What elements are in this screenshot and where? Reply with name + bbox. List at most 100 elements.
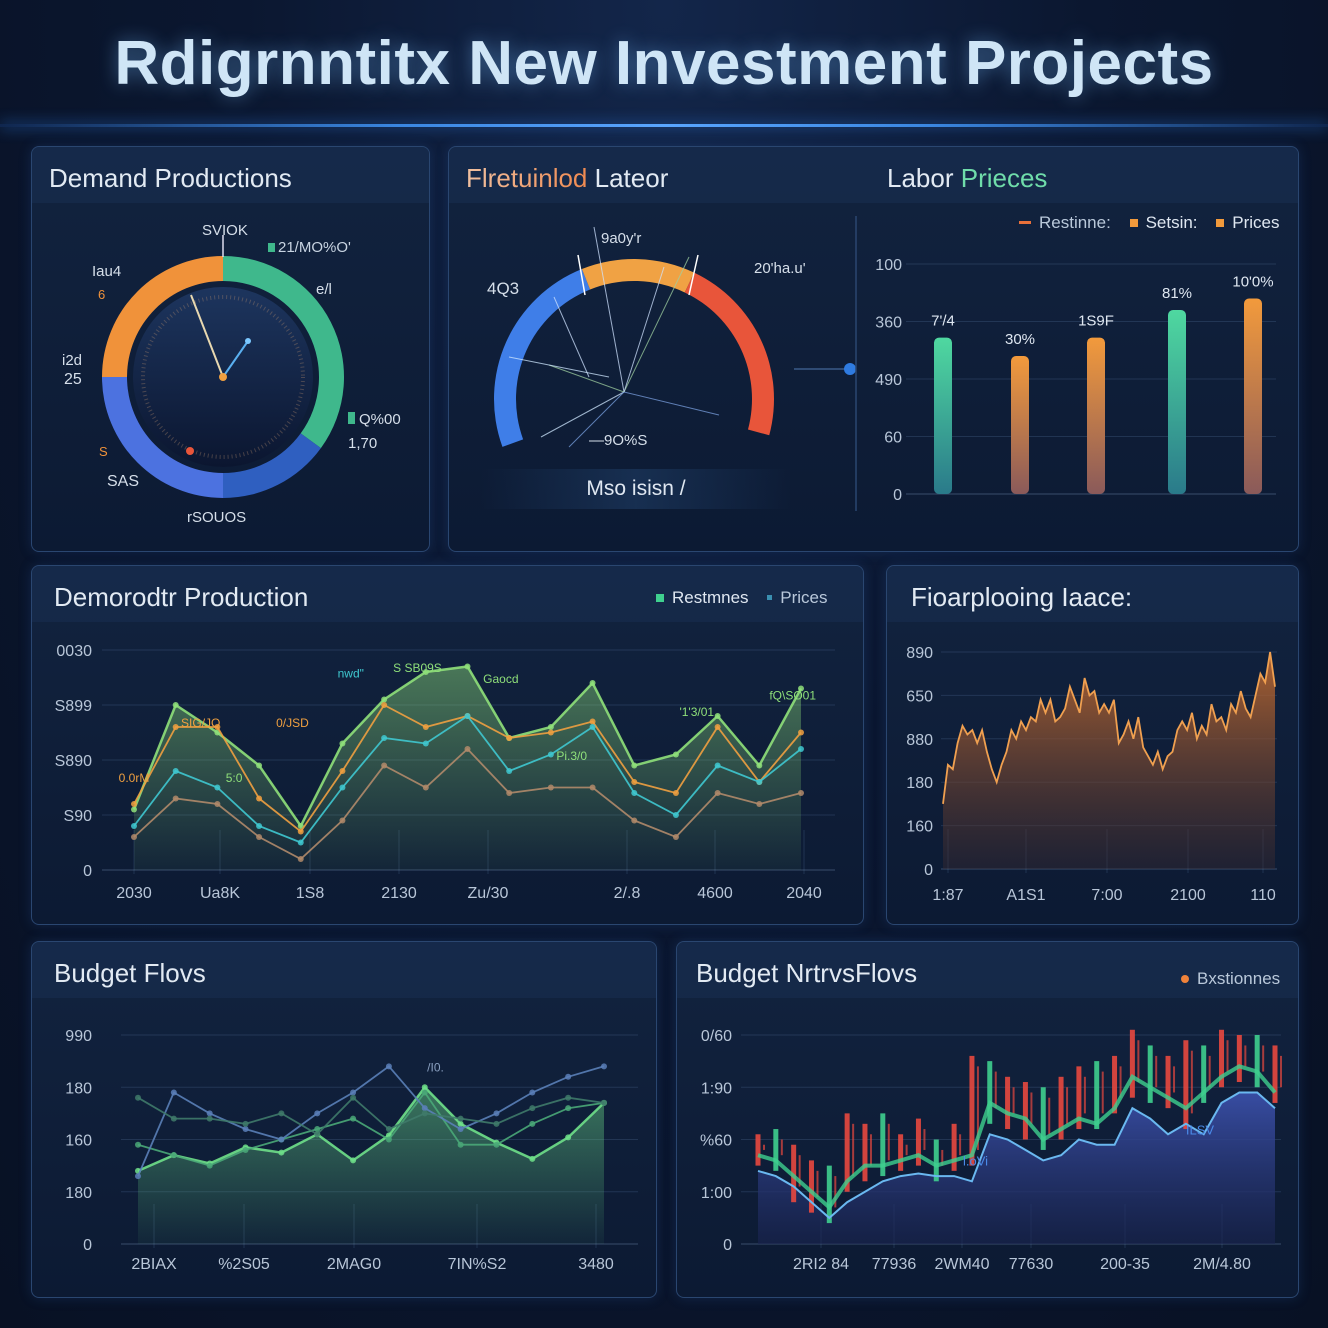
bar bbox=[1087, 337, 1105, 494]
legend-swatch bbox=[268, 243, 275, 252]
x-tick-label: A1S1 bbox=[1006, 887, 1045, 904]
data-point bbox=[589, 724, 596, 730]
data-point bbox=[529, 1120, 536, 1127]
panel-title: Budget Flovs bbox=[54, 958, 206, 988]
panel-title-right: Labor Prieces bbox=[887, 163, 1047, 194]
x-tick-label: 2MAG0 bbox=[327, 1256, 381, 1273]
y-tick-label: S90 bbox=[64, 808, 93, 825]
data-point bbox=[506, 735, 513, 741]
data-point bbox=[672, 812, 679, 818]
y-tick-label: 0 bbox=[893, 487, 902, 504]
data-point bbox=[350, 1094, 357, 1101]
data-point bbox=[421, 1110, 428, 1117]
y-tick-label: S899 bbox=[55, 698, 92, 715]
annotation-label: 0/JSD bbox=[276, 716, 309, 730]
bar-data-label: 1S9F bbox=[1078, 313, 1114, 330]
legend-item[interactable]: Restmnes bbox=[642, 588, 749, 607]
annotation-label: 5:0 bbox=[226, 771, 243, 785]
gauge-divider bbox=[688, 254, 699, 296]
series-line bbox=[757, 1091, 1276, 1220]
candlestick bbox=[773, 1129, 779, 1171]
data-point bbox=[385, 1063, 392, 1070]
data-point bbox=[798, 685, 804, 692]
data-point bbox=[170, 1089, 177, 1096]
donut-label: S bbox=[99, 444, 108, 459]
data-point bbox=[314, 1126, 321, 1133]
gauge-branch-line bbox=[553, 296, 590, 378]
data-point bbox=[172, 768, 179, 774]
data-point bbox=[421, 1089, 428, 1096]
candlestick bbox=[1129, 1029, 1135, 1098]
gauge-branch-line bbox=[593, 226, 625, 393]
data-point bbox=[278, 1136, 285, 1143]
flooring-area-chart: 0 160 180 880 650 890 1:87 A1S1 7:00 2100 110 bbox=[906, 645, 1277, 904]
gauge-segment bbox=[581, 259, 695, 293]
series-line bbox=[137, 1090, 605, 1167]
legend-label: Prices bbox=[780, 588, 828, 607]
candlestick bbox=[1201, 1045, 1207, 1103]
data-point bbox=[131, 801, 137, 807]
x-tick-label: 3480 bbox=[578, 1256, 614, 1273]
data-point bbox=[422, 740, 429, 747]
panel-title: Demand Productions bbox=[49, 163, 292, 193]
gauge-label: 4Q3 bbox=[487, 279, 520, 298]
series-line bbox=[137, 1096, 605, 1136]
y-tick-label: 1:00 bbox=[701, 1185, 732, 1202]
data-point bbox=[339, 817, 346, 824]
x-tick-label: 7:00 bbox=[1091, 887, 1122, 904]
page-title: Rdigrnntitx New Investment Projects bbox=[114, 29, 1214, 98]
y-tick-label: S890 bbox=[55, 753, 92, 770]
candlestick bbox=[1236, 1035, 1242, 1083]
x-tick-label: 2M/4.80 bbox=[1193, 1256, 1251, 1273]
data-point bbox=[601, 1099, 607, 1106]
data-point bbox=[214, 784, 221, 791]
data-point bbox=[672, 834, 679, 840]
x-tick-label: 2RI2 84 bbox=[793, 1256, 849, 1273]
data-point bbox=[206, 1162, 213, 1169]
legend-item[interactable]: Restinne: bbox=[1005, 213, 1111, 232]
x-tick-label: %2S05 bbox=[218, 1256, 270, 1273]
data-point bbox=[529, 1105, 536, 1112]
annotation-label: ILSV bbox=[1186, 1122, 1215, 1137]
candlestick bbox=[755, 1134, 761, 1166]
data-point bbox=[421, 1084, 428, 1091]
data-point bbox=[565, 1073, 572, 1080]
legend-item[interactable]: Prices bbox=[753, 588, 828, 607]
y-tick-label: 990 bbox=[65, 1028, 92, 1045]
candlestick bbox=[1254, 1035, 1260, 1088]
legend-item[interactable]: Bxstionnes bbox=[1167, 969, 1280, 988]
x-tick-label: 2/.8 bbox=[614, 885, 641, 902]
panel-title: Fioarplooing Iaace: bbox=[911, 582, 1133, 612]
dial-needle bbox=[190, 294, 224, 378]
gauge-branch-line bbox=[623, 266, 665, 393]
x-tick-label: Zu/30 bbox=[468, 885, 509, 902]
data-point bbox=[350, 1115, 357, 1122]
y-tick-label: 100 bbox=[875, 257, 902, 274]
legend-item[interactable]: Setsin: bbox=[1116, 213, 1198, 232]
data-point bbox=[170, 1115, 177, 1122]
data-point bbox=[170, 1152, 177, 1159]
dial-center bbox=[219, 373, 227, 381]
legend-item[interactable]: Prices bbox=[1202, 213, 1280, 232]
annotation-label: fQ\SO01 bbox=[769, 689, 816, 703]
annotation-label: S SB09S bbox=[393, 661, 442, 675]
annotation-label: /I0. bbox=[427, 1061, 444, 1075]
data-point bbox=[350, 1157, 357, 1164]
gauge-branch-line bbox=[548, 364, 625, 393]
legend-square-icon bbox=[1216, 218, 1225, 227]
data-point bbox=[493, 1120, 500, 1127]
data-point bbox=[172, 702, 179, 708]
flooring-panel: Fioarplooing Iaace: 0 160 180 880 650 890 1:87… bbox=[886, 565, 1299, 925]
data-point bbox=[493, 1110, 500, 1117]
donut-label: SVIOK bbox=[202, 222, 248, 239]
bar bbox=[934, 337, 952, 494]
y-tick-label: 360 bbox=[875, 315, 902, 332]
data-point bbox=[131, 806, 137, 813]
candlestick bbox=[826, 1165, 832, 1224]
data-point bbox=[421, 1105, 428, 1112]
title-part: Labor bbox=[887, 163, 961, 193]
legend-square-icon bbox=[1129, 218, 1138, 227]
gauge-caption: Mso isisn / bbox=[481, 469, 791, 509]
data-point bbox=[172, 724, 179, 730]
candlestick bbox=[1272, 1045, 1278, 1103]
